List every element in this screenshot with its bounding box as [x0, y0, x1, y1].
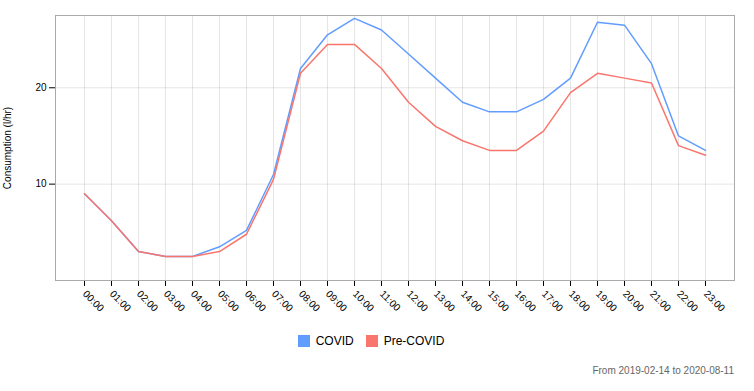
html-text:From 2019-02-14 to 2020-08-11: From 2019-02-14 to 2020-08-11 — [592, 365, 734, 376]
svg-text:12:00: 12:00 — [405, 288, 431, 314]
svg-text:05:00: 05:00 — [216, 288, 242, 314]
svg-text:00:00: 00:00 — [81, 288, 107, 314]
svg-text:23:00: 23:00 — [702, 288, 728, 314]
svg-text:06:00: 06:00 — [243, 288, 269, 314]
svg-text:22:00: 22:00 — [675, 288, 701, 314]
svg-text:11:00: 11:00 — [378, 288, 403, 313]
svg-text:10:00: 10:00 — [351, 288, 377, 314]
svg-text:16:00: 16:00 — [513, 288, 539, 314]
svg-text:20:00: 20:00 — [621, 288, 647, 314]
svg-text:07:00: 07:00 — [270, 288, 296, 314]
svg-text:19:00: 19:00 — [594, 288, 620, 314]
svg-text:17:00: 17:00 — [540, 288, 566, 314]
svg-text:09:00: 09:00 — [324, 288, 350, 314]
svg-text:02:00: 02:00 — [135, 288, 161, 314]
svg-text:10: 10 — [35, 178, 47, 189]
svg-text:08:00: 08:00 — [297, 288, 323, 314]
html-text:Pre-COVID: Pre-COVID — [383, 333, 445, 348]
svg-text:01:00: 01:00 — [108, 288, 134, 314]
svg-text:04:00: 04:00 — [189, 288, 215, 314]
svg-text:18:00: 18:00 — [567, 288, 593, 314]
svg-text:21:00: 21:00 — [648, 288, 674, 314]
svg-text:03:00: 03:00 — [162, 288, 188, 314]
svg-text:20: 20 — [35, 82, 47, 93]
svg-text:Consumption (l/hr): Consumption (l/hr) — [2, 107, 13, 189]
html-text:COVID: COVID — [315, 333, 354, 348]
svg-text:15:00: 15:00 — [486, 288, 512, 314]
svg-text:13:00: 13:00 — [432, 288, 458, 314]
svg-text:14:00: 14:00 — [459, 288, 485, 314]
